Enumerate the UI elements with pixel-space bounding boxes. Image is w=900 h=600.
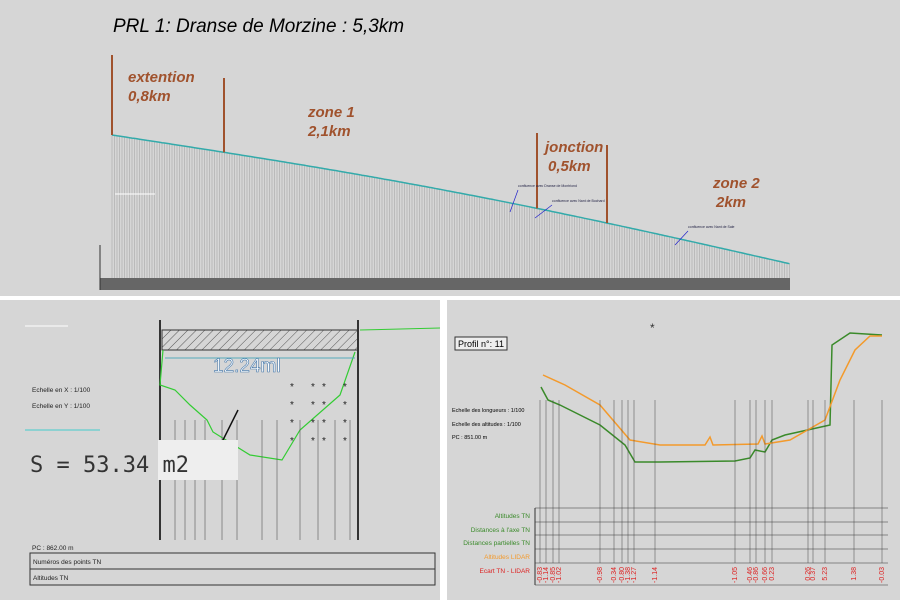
ecart-value: -0.46 (747, 567, 754, 583)
rock: * (322, 400, 326, 411)
note: confluence avec Dranse de Montriond (518, 184, 577, 188)
zone-name: extention (128, 69, 195, 86)
zone-length: 2km (715, 194, 746, 211)
ecart-value: 1.38 (851, 567, 858, 581)
baseline-band (100, 278, 790, 290)
ecart-value: -0.34 (611, 567, 618, 583)
area-label: S = 53.34 m2 (30, 453, 189, 478)
leader (674, 230, 689, 246)
ecart-value: -1.14 (543, 567, 550, 583)
zone-name: zone 2 (712, 175, 760, 192)
ecart-value: -1.02 (556, 567, 563, 583)
width-label: 12.24ml (213, 356, 281, 377)
ecart-value: -0.66 (762, 567, 769, 583)
ecart-value: -0.83 (537, 567, 544, 583)
note: confluence avec Nant de Bochard (552, 199, 605, 203)
ecart-value: -1.38 (625, 567, 632, 583)
zone-length: 0,8km (128, 88, 171, 105)
row-label: Altitudes TN (495, 513, 531, 520)
rock: * (343, 436, 347, 447)
zone-length: 2,1km (307, 123, 351, 140)
ecart-value: 0.26 (805, 567, 812, 581)
zone-name: jonction (543, 139, 603, 156)
rock: * (311, 400, 315, 411)
long-profile (99, 55, 790, 290)
rock: * (311, 382, 315, 393)
rock: * (311, 436, 315, 447)
rock: * (290, 400, 294, 411)
ecart-value: 0.37 (810, 567, 817, 581)
row-label: Numéros des points TN (33, 559, 101, 566)
ecart-value: -0.98 (597, 567, 604, 583)
zone-name: zone 1 (307, 104, 355, 121)
row-label: Ecart TN - LIDAR (480, 568, 531, 575)
ecart-value: -1.05 (732, 567, 739, 583)
profile-panel (447, 300, 900, 600)
rock: * (322, 418, 326, 429)
row-label: Altitudes TN (33, 575, 69, 582)
ecart-value: -0.03 (879, 567, 886, 583)
ecart-value: -1.14 (652, 567, 659, 583)
leader (534, 204, 553, 219)
water-line (111, 134, 790, 265)
rock: * (290, 418, 294, 429)
row-label: Distances à l'axe TN (471, 527, 531, 534)
label-box (158, 440, 238, 480)
scale: Echelle des longueurs : 1/100 (452, 408, 524, 414)
leader (509, 189, 519, 213)
rock: * (343, 382, 347, 393)
pc: PC : 862.00 m (32, 545, 74, 552)
pc: PC : 851.00 m (452, 435, 488, 441)
cross-profile: * (534, 321, 888, 586)
zone-length: 0,5km (548, 158, 591, 175)
profile-title: Profil n°: 11 (458, 339, 504, 349)
top-panel (0, 0, 900, 296)
title: PRL 1: Dranse de Morzine : 5,3km (113, 16, 404, 37)
rock: * (290, 436, 294, 447)
rock: * (322, 382, 326, 393)
row-label: Distances partielles TN (463, 540, 530, 547)
scale: Echelle des altitudes : 1/100 (452, 422, 521, 428)
ecart-value: -0.85 (550, 567, 557, 583)
ecart-value: -0.80 (619, 567, 626, 583)
ecart-value: 0.23 (769, 567, 776, 581)
cursor: * (650, 321, 655, 335)
rock: * (311, 418, 315, 429)
scale: Echelle en X : 1/100 (32, 387, 91, 394)
scale: Echelle en Y : 1/100 (32, 403, 90, 410)
ecart-value: 5.23 (822, 567, 829, 581)
ecart-value: -0.86 (753, 567, 760, 583)
row-label: Altitudes LIDAR (484, 554, 530, 561)
profile-box (454, 336, 508, 351)
note: confluence avec Nant de Sale (688, 225, 735, 229)
rock: * (343, 418, 347, 429)
rock: * (343, 400, 347, 411)
rock: * (290, 382, 294, 393)
ecart-value: -1.27 (631, 567, 638, 583)
rock: * (322, 436, 326, 447)
